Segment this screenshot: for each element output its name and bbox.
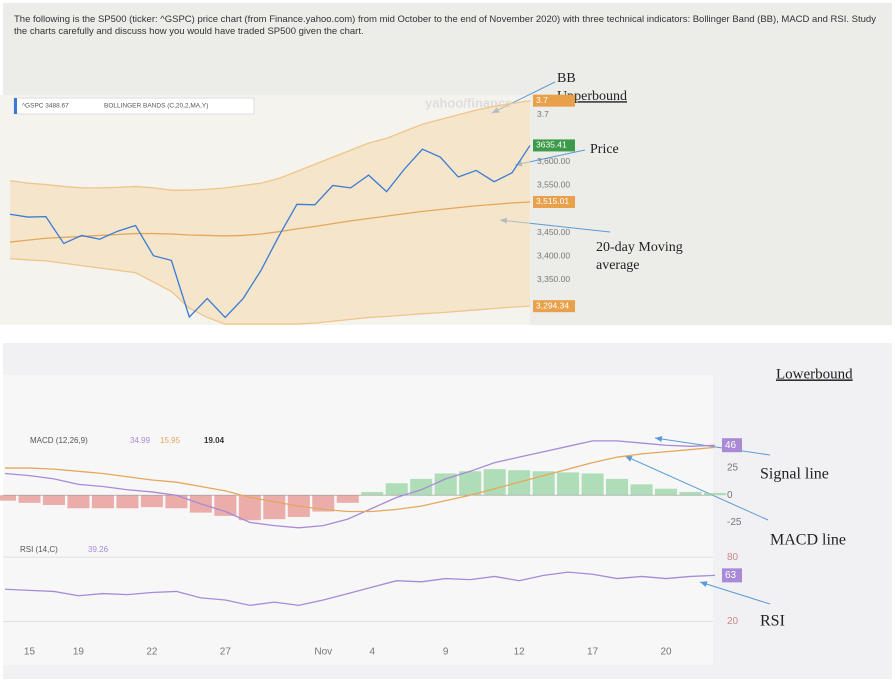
histogram-bar — [483, 469, 506, 496]
histogram-bar — [361, 491, 384, 496]
annotation: Signal line — [760, 466, 829, 483]
plot-bg — [3, 375, 713, 665]
x-tick-label: 20 — [660, 647, 672, 658]
histogram-bar — [0, 495, 17, 501]
annotation: 20-day Moving — [596, 240, 683, 255]
price-badge — [533, 300, 575, 313]
histogram-bar — [679, 491, 702, 496]
price-badge-label: 3635.41 — [536, 140, 567, 150]
histogram-bar — [557, 472, 580, 496]
x-tick-label: 9 — [443, 647, 449, 658]
band-area — [10, 100, 530, 325]
intro: The following is the SP500 (ticker: ^GSP… — [14, 14, 876, 37]
x-tick-label: 4 — [369, 647, 375, 658]
histogram-bar — [238, 495, 261, 521]
histogram-bar — [336, 495, 359, 503]
histogram-bar — [459, 471, 482, 496]
line — [4, 571, 716, 607]
price-badge — [533, 139, 575, 152]
y-tick-label: 3.7 — [537, 109, 549, 119]
histogram-bar — [116, 495, 139, 509]
legend-entry: MACD (12,26,9) — [30, 436, 88, 445]
arrow — [699, 581, 771, 605]
x-tick-label: 27 — [220, 647, 232, 658]
legend-entry: 19.04 — [204, 436, 225, 445]
legend-entry: 34.99 — [130, 436, 151, 445]
y-tick-label: 0 — [727, 490, 733, 501]
arrow — [624, 455, 769, 521]
y-tick-label: 80 — [727, 552, 739, 563]
line — [9, 201, 531, 243]
legend-swatch — [14, 98, 17, 114]
legend-entry: RSI (14,C) — [20, 545, 58, 554]
x-tick-label: 22 — [146, 647, 158, 658]
histogram-bar — [42, 495, 65, 505]
arrow — [654, 436, 771, 456]
line — [9, 100, 531, 191]
histogram-bar — [606, 478, 629, 496]
value-badge — [722, 438, 742, 453]
annotation: average — [596, 258, 640, 273]
x-tick-label: Nov — [314, 647, 332, 658]
value-badge — [722, 568, 742, 583]
histogram-bar — [581, 473, 604, 496]
histogram-bar — [263, 495, 286, 520]
intro-text: The following is the SP500 (ticker: ^GSP… — [14, 14, 876, 37]
annotation: RSI — [760, 613, 785, 630]
y-tick-label: 3,450.00 — [537, 227, 570, 237]
legend-entry: 15.95 — [160, 436, 181, 445]
value-badge-label: 46 — [725, 440, 737, 451]
annotation: Lowerbound — [776, 366, 853, 382]
histogram-bar — [434, 473, 457, 496]
y-tick-label: 20 — [727, 616, 739, 627]
annotation: BB — [557, 71, 576, 86]
line — [5, 446, 716, 513]
x-tick-label: 17 — [587, 647, 599, 658]
histogram-bar — [532, 471, 555, 496]
legend-entry: ^GSPC 3488.67 — [22, 103, 69, 110]
y-tick-label: 3,600.00 — [537, 156, 570, 166]
histogram-bar — [703, 493, 727, 496]
line — [9, 257, 531, 325]
price-badge — [533, 94, 575, 107]
histogram-bar — [312, 495, 335, 512]
price-badge — [533, 195, 575, 208]
value-badge-label: 63 — [725, 570, 737, 581]
x-tick-label: 15 — [24, 647, 36, 658]
x-tick-label: 12 — [514, 647, 526, 658]
legend-entry: 39.26 — [88, 545, 109, 554]
y-tick-label: 3,400.00 — [537, 250, 570, 260]
y-tick-label: 3,350.00 — [537, 274, 570, 284]
price-badge-label: 3,294.34 — [536, 300, 569, 310]
annotation: MACD line — [770, 532, 846, 549]
histogram-bar — [91, 495, 114, 509]
y-tick-label: -25 — [727, 517, 742, 528]
histogram-bar — [385, 483, 408, 496]
y-tick-label: 3,550.00 — [537, 180, 570, 190]
y-tick-label: 25 — [727, 463, 739, 474]
histogram-bar — [18, 495, 41, 503]
price-badge-label: 3,515.01 — [536, 196, 569, 206]
histogram-bar — [140, 495, 163, 508]
price-badge-label: 3.7 — [536, 95, 548, 105]
histogram-bar — [655, 488, 678, 496]
line — [4, 440, 716, 529]
histogram-bar — [165, 495, 188, 509]
histogram-bar — [630, 484, 653, 496]
histogram-bar — [67, 495, 90, 509]
annotation: Price — [590, 142, 619, 157]
histogram-bar — [214, 495, 237, 516]
line — [9, 145, 531, 319]
x-tick-label: 19 — [73, 647, 85, 658]
legend-entry: BOLLINGER BANDS (C,20,2,MA,Y) — [104, 103, 208, 110]
